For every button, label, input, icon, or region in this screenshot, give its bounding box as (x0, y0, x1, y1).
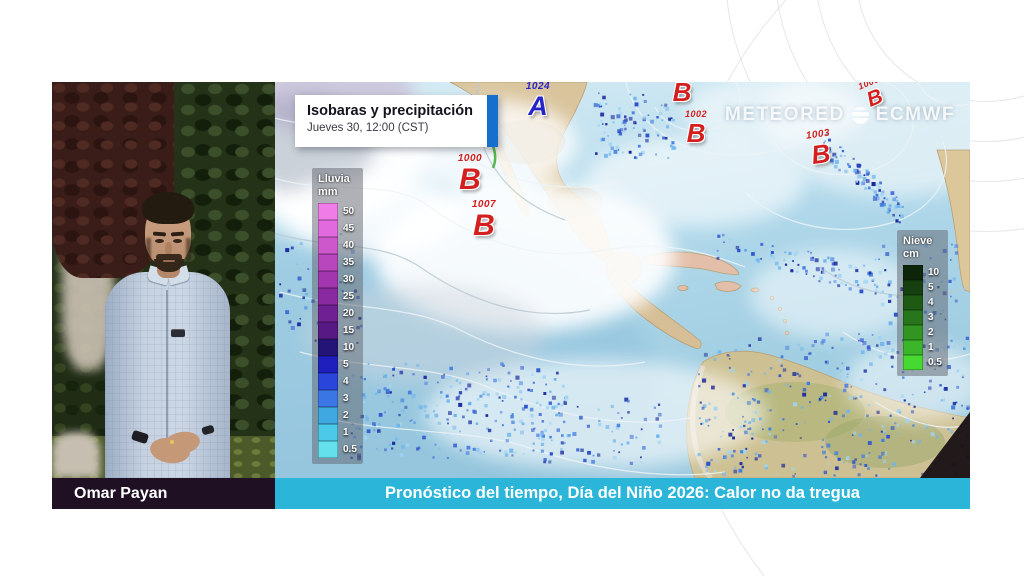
legend-item: 4 (903, 295, 942, 310)
lapel-microphone (171, 329, 185, 337)
pressure-marker-low: 1002 B (684, 109, 708, 148)
legend-item: 0.5 (318, 441, 357, 458)
legend-item: 5 (903, 280, 942, 295)
legend-item: 2 (903, 325, 942, 340)
legend-item: 35 (318, 254, 357, 271)
presenter-name-banner: Omar Payan (52, 478, 275, 509)
legend-item: 1 (318, 424, 357, 441)
video-frame: Isobaras y precipitación Jueves 30, 12:0… (52, 82, 970, 478)
pressure-marker-low: 1003 B (805, 127, 833, 171)
legend-item: 10 (903, 265, 942, 280)
provider-logo: METEORED (725, 104, 845, 125)
ecmwf-globe-icon (851, 106, 869, 124)
snow-legend-scale: 10 5 4 3 2 1 0.5 (903, 265, 942, 370)
pressure-marker-low: B (672, 82, 692, 107)
legend-item: 40 (318, 237, 357, 254)
pressure-marker-high: 1024 A (525, 82, 551, 121)
legend-item: 30 (318, 271, 357, 288)
globe-edge (920, 412, 970, 478)
legend-item: 3 (903, 310, 942, 325)
map-title-box: Isobaras y precipitación Jueves 30, 12:0… (295, 95, 498, 147)
snow-legend-unit: cm (903, 248, 919, 260)
snow-legend: Nieve cm 10 5 4 3 2 1 0.5 (897, 230, 948, 376)
snow-legend-label: Nieve (903, 235, 933, 247)
rain-legend-scale: 50 45 40 35 30 25 20 15 10 5 4 3 2 1 0.5 (318, 203, 357, 458)
weather-map: Isobaras y precipitación Jueves 30, 12:0… (275, 82, 970, 478)
pressure-marker-low: 1000 B (457, 153, 483, 196)
legend-item: 1 (903, 340, 942, 355)
map-datetime: Jueves 30, 12:00 (CST) (307, 122, 429, 134)
presenter-video (52, 82, 275, 478)
legend-item: 2 (318, 407, 357, 424)
pressure-marker-low: 1007 B (471, 199, 497, 242)
legend-item: 45 (318, 220, 357, 237)
legend-item: 15 (318, 322, 357, 339)
legend-item: 50 (318, 203, 357, 220)
legend-item: 0.5 (903, 355, 942, 370)
title-accent-bar (487, 95, 498, 147)
legend-item: 4 (318, 373, 357, 390)
rain-legend-label: Lluvia (318, 173, 350, 185)
legend-item: 5 (318, 356, 357, 373)
legend-item: 20 (318, 305, 357, 322)
headline-banner: Pronóstico del tiempo, Día del Niño 2026… (275, 478, 970, 509)
legend-item: 25 (318, 288, 357, 305)
model-logo: ECMWF (875, 104, 955, 125)
legend-item: 10 (318, 339, 357, 356)
rain-legend-unit: mm (318, 186, 338, 198)
rain-legend: Lluvia mm 50 45 40 35 30 25 20 15 10 5 4 3 2 1 0.5 (312, 168, 363, 464)
ground-path (52, 432, 100, 478)
branding: METEORED ECMWF (725, 104, 955, 126)
legend-item: 3 (318, 390, 357, 407)
map-title: Isobaras y precipitación (307, 103, 474, 119)
